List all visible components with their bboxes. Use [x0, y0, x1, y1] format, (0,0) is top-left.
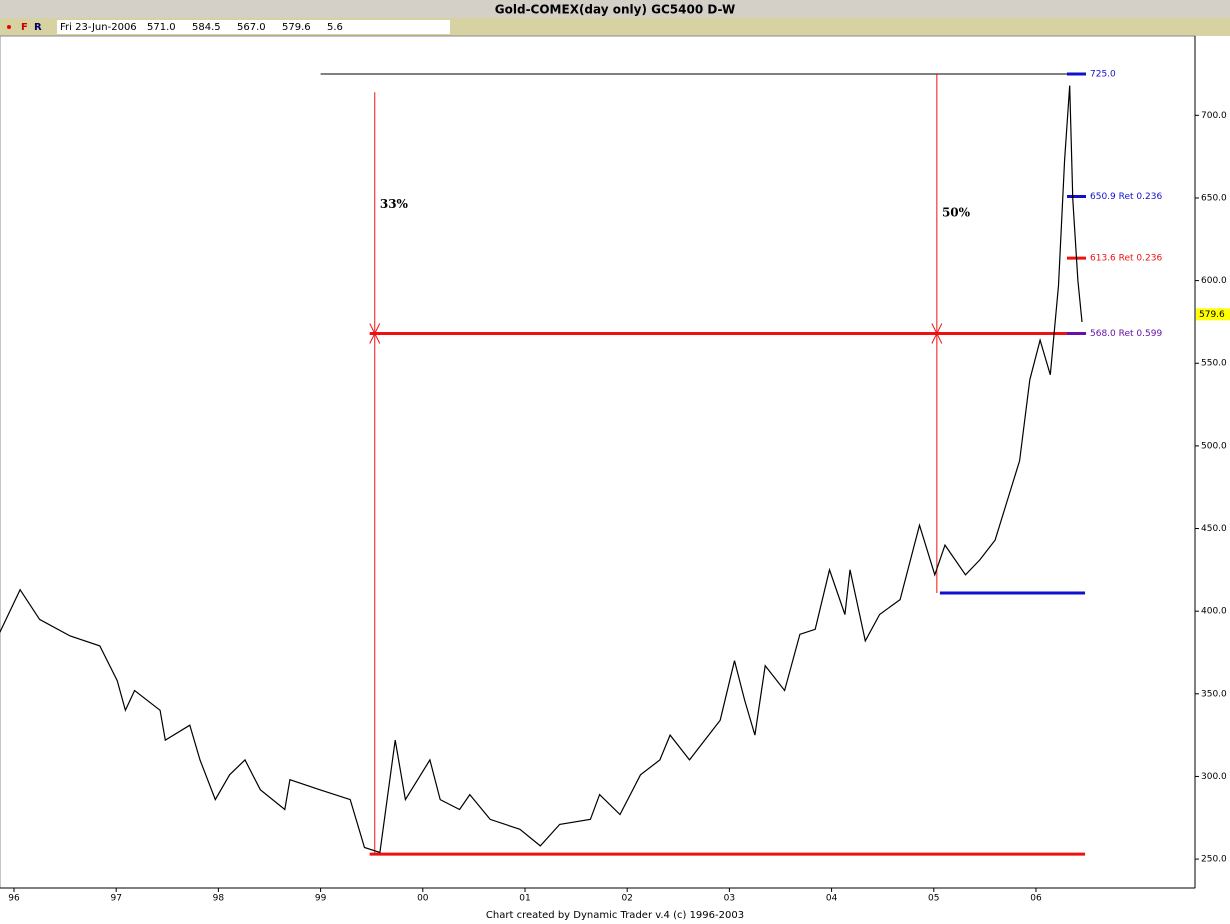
level-label: 650.9 Ret 0.236 — [1090, 192, 1162, 202]
info-field: 5.6 — [327, 22, 343, 33]
y-tick-label: 650.0 — [1201, 193, 1227, 203]
x-tick-label: 03 — [724, 894, 735, 904]
arrow-head — [931, 332, 943, 344]
arrow-head — [369, 332, 381, 344]
flag[interactable]: R — [34, 22, 42, 33]
title-bar — [0, 0, 1230, 18]
last-price-box — [1196, 308, 1230, 321]
annotation: 50% — [942, 205, 971, 219]
y-tick-label: 500.0 — [1201, 441, 1227, 451]
info-field: 584.5 — [192, 22, 221, 33]
y-tick-label: 350.0 — [1201, 689, 1227, 699]
flag[interactable]: F — [21, 22, 28, 33]
x-tick-label: 97 — [110, 894, 121, 904]
status-dot — [7, 25, 11, 29]
footer: Chart created by Dynamic Trader v.4 (c) … — [486, 910, 744, 921]
info-field: Fri 23-Jun-2006 — [60, 22, 137, 33]
x-tick-label: 99 — [315, 894, 327, 904]
chart-title: Gold-COMEX(day only) GC5400 D-W — [495, 3, 735, 17]
last-price-label: 579.6 — [1199, 310, 1225, 320]
level-label: 613.6 Ret 0.236 — [1090, 254, 1162, 264]
x-tick-label: 96 — [8, 894, 20, 904]
x-tick-label: 06 — [1030, 894, 1042, 904]
y-tick-label: 700.0 — [1201, 111, 1227, 121]
x-tick-label: 02 — [621, 894, 632, 904]
level-label: 568.0 Ret 0.599 — [1090, 329, 1162, 339]
y-tick-label: 300.0 — [1201, 772, 1227, 782]
annotation: 33% — [380, 197, 409, 211]
y-tick-label: 250.0 — [1201, 855, 1227, 865]
level-label: 725.0 — [1090, 70, 1116, 80]
x-tick-label: 04 — [826, 894, 838, 904]
plot-frame — [0, 35, 1196, 889]
info-box — [57, 20, 450, 34]
y-tick-label: 450.0 — [1201, 524, 1227, 534]
info-field: 567.0 — [237, 22, 266, 33]
info-field: 571.0 — [147, 22, 176, 33]
price-line — [0, 85, 1083, 854]
y-tick-label: 400.0 — [1201, 607, 1227, 617]
x-tick-label: 01 — [519, 894, 530, 904]
y-tick-label: 600.0 — [1201, 276, 1227, 286]
x-tick-label: 00 — [417, 894, 429, 904]
x-tick-label: 05 — [928, 894, 939, 904]
info-field: 579.6 — [282, 22, 311, 33]
x-tick-label: 98 — [213, 894, 225, 904]
y-tick-label: 550.0 — [1201, 359, 1227, 369]
